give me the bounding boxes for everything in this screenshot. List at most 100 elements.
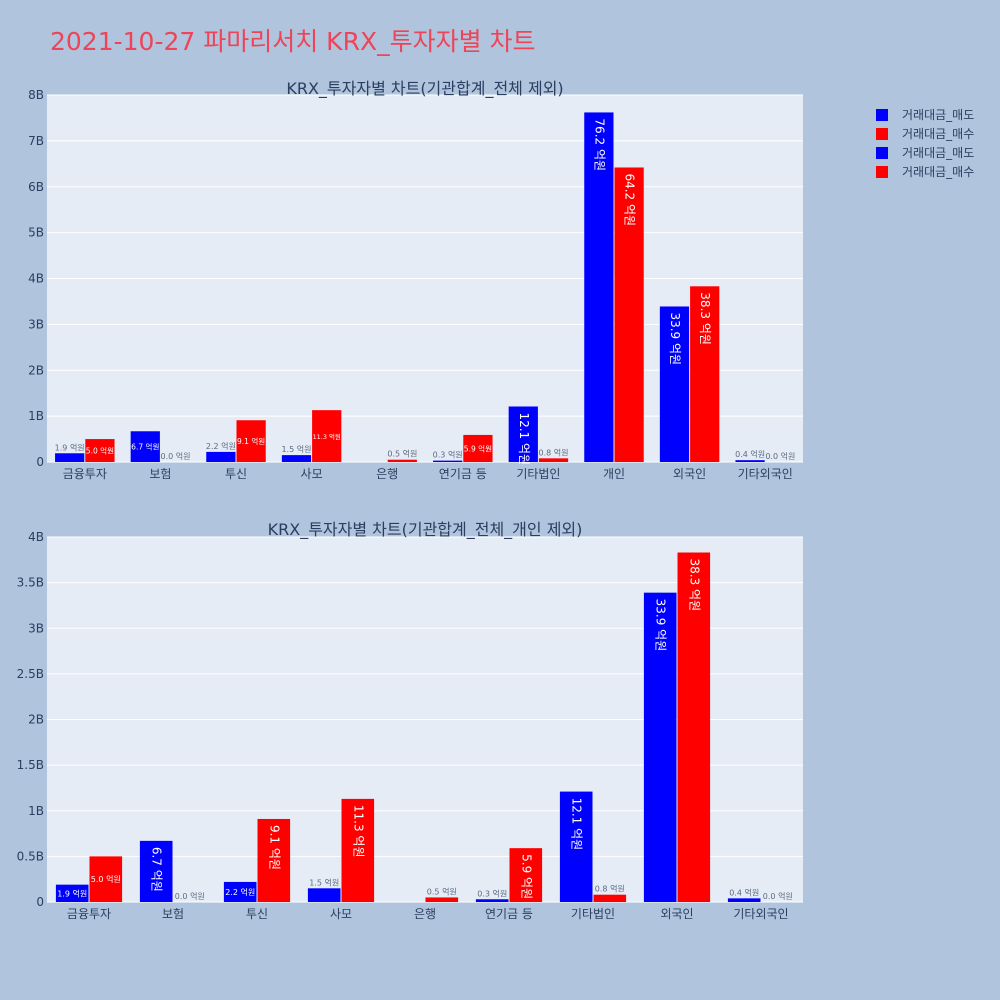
chart-2: 0 0.5B 1B 1.5B 2B 2.5B 3B 3.5B 4B KRX_투자자별 차트(기관합… — [17, 520, 803, 921]
bar — [677, 552, 711, 902]
bar — [425, 897, 459, 902]
y-tick-label: 1B — [28, 804, 44, 818]
bar — [690, 286, 720, 462]
bar — [257, 818, 291, 902]
data-label: 0.0 억원 — [161, 451, 191, 461]
data-label: 11.3 억원 — [313, 432, 341, 441]
data-label: 33.9 억원 — [668, 312, 682, 365]
bar — [85, 439, 115, 462]
legend-swatch — [876, 128, 888, 140]
y-tick-label: 5B — [28, 226, 44, 240]
data-label: 0.0 억원 — [765, 451, 795, 461]
x-tick-label: 금융투자 — [67, 907, 111, 921]
data-label: 1.5 억원 — [309, 877, 339, 887]
chart-title: KRX_투자자별 차트(기관합계_전체_개인 제외) — [268, 520, 583, 540]
data-label: 6.7 억원 — [131, 443, 159, 452]
data-label: 0.4 억원 — [735, 449, 765, 459]
y-tick-label: 6B — [28, 180, 44, 194]
x-tick-label: 개인 — [603, 467, 625, 481]
data-label: 1.5 억원 — [281, 444, 311, 454]
x-tick-label: 사모 — [330, 907, 352, 921]
data-label: 0.8 억원 — [595, 884, 625, 894]
data-label: 0.4 억원 — [729, 887, 759, 897]
page-title: 2021-10-27 파마리서치 KRX_투자자별 차트 — [50, 27, 536, 56]
data-label: 5.9 억원 — [519, 854, 533, 899]
y-tick-label: 2B — [28, 363, 44, 377]
y-tick-label: 0 — [36, 455, 44, 469]
data-label: 1.9 억원 — [55, 442, 85, 452]
legend-entry: 거래대금_매수 — [902, 165, 974, 179]
data-label: 0.0 억원 — [763, 891, 793, 901]
legend-entry: 거래대금_매수 — [902, 127, 974, 141]
bar — [223, 881, 257, 902]
bar — [341, 798, 375, 902]
data-label: 0.3 억원 — [433, 450, 463, 460]
legend-entry: 거래대금_매도 — [902, 108, 974, 122]
data-label: 5.0 억원 — [91, 874, 121, 884]
data-label: 76.2 억원 — [592, 118, 606, 171]
bar — [614, 167, 644, 463]
y-tick-label: 4B — [28, 530, 44, 544]
bar — [593, 894, 627, 902]
x-tick-label: 기타외국인 — [733, 907, 788, 921]
data-label: 12.1 억원 — [570, 798, 584, 851]
bar — [475, 899, 509, 902]
y-tick-label: 3B — [28, 621, 44, 635]
y-tick-label: 1.5B — [17, 758, 44, 772]
x-tick-label: 사모 — [301, 467, 323, 481]
data-label: 38.3 억원 — [687, 559, 701, 612]
x-tick-label: 투신 — [246, 907, 268, 921]
x-tick-label: 은행 — [414, 906, 436, 921]
chart-title: KRX_투자자별 차트(기관합계_전체 제외) — [286, 79, 563, 99]
bar — [55, 453, 85, 462]
bar — [130, 431, 160, 462]
x-tick-label: 외국인 — [673, 467, 706, 481]
x-tick-label: 보험 — [149, 467, 171, 481]
legend-swatch — [876, 166, 888, 178]
x-tick-label: 외국인 — [660, 907, 693, 921]
bar — [55, 884, 89, 902]
bar — [559, 791, 593, 902]
y-tick-label: 7B — [28, 134, 44, 148]
bar — [463, 434, 493, 462]
y-tick-label: 2.5B — [17, 667, 44, 681]
bar — [727, 898, 761, 902]
data-label: 38.3 억원 — [698, 292, 712, 345]
bar — [584, 112, 614, 463]
y-tick-label: 0.5B — [17, 849, 44, 863]
data-label: 6.7 억원 — [150, 847, 164, 892]
data-label: 0.5 억원 — [427, 886, 457, 896]
data-label: 2.2 억원 — [225, 887, 255, 897]
data-label: 1.9 억원 — [57, 888, 87, 898]
data-label: 9.1 억원 — [267, 825, 281, 870]
bar — [281, 455, 312, 462]
bar — [236, 420, 266, 462]
data-label: 0.5 억원 — [387, 449, 417, 459]
x-tick-label: 기타외국인 — [738, 467, 793, 481]
x-tick-label: 은행 — [376, 466, 398, 481]
x-tick-label: 기타법인 — [516, 467, 560, 481]
data-label: 5.0 억원 — [86, 447, 114, 456]
y-tick-label: 8B — [28, 88, 44, 102]
y-tick-label: 3.5B — [17, 576, 44, 590]
bar — [139, 840, 173, 902]
data-label: 0.0 억원 — [175, 891, 205, 901]
y-tick-label: 0 — [36, 895, 44, 909]
y-tick-label: 4B — [28, 272, 44, 286]
bar — [387, 459, 417, 462]
x-tick-label: 보험 — [162, 907, 184, 921]
data-label: 0.3 억원 — [477, 888, 507, 898]
data-label: 64.2 억원 — [623, 173, 637, 226]
bar — [508, 406, 538, 462]
data-label: 2.2 억원 — [206, 441, 236, 451]
data-label: 5.9 억원 — [464, 444, 492, 453]
y-tick-label: 2B — [28, 713, 44, 727]
bar — [643, 592, 677, 902]
data-label: 0.8 억원 — [539, 447, 569, 457]
bar — [735, 460, 765, 462]
y-tick-label: 3B — [28, 317, 44, 331]
x-tick-label: 기타법인 — [571, 907, 615, 921]
bar — [89, 856, 123, 902]
